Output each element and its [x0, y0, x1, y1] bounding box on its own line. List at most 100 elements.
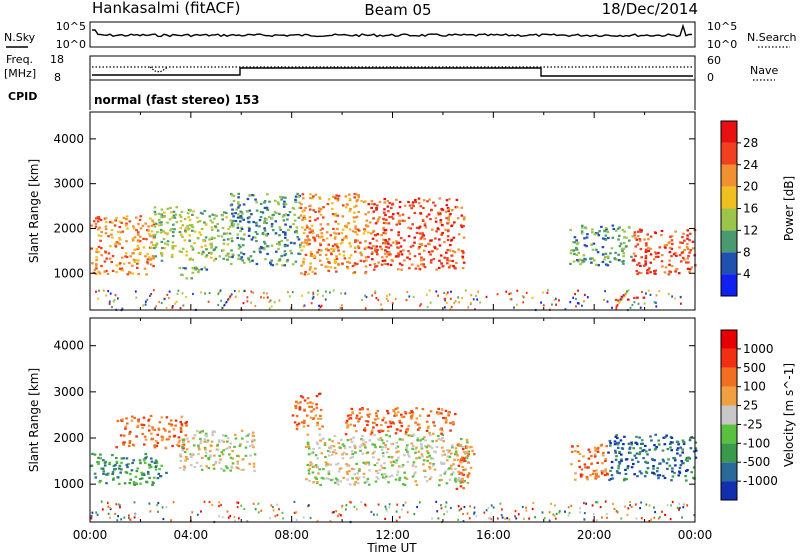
clutter-cell — [420, 303, 422, 306]
data-cell — [304, 253, 308, 256]
data-cell — [101, 467, 105, 470]
clutter-cell — [250, 301, 252, 304]
data-cell — [316, 424, 319, 427]
data-cell — [391, 241, 395, 244]
data-cell — [397, 411, 400, 414]
data-cell — [150, 246, 153, 249]
data-cell — [331, 440, 334, 443]
data-cell — [411, 410, 414, 413]
data-cell — [394, 432, 398, 435]
freq-strip-frame — [89, 55, 696, 81]
data-cell — [295, 400, 298, 403]
clutter-cell — [134, 513, 136, 516]
data-cell — [365, 461, 368, 464]
data-cell — [428, 454, 431, 457]
clutter-cell — [341, 506, 343, 509]
clutter-cell — [592, 512, 595, 516]
data-cell — [156, 231, 159, 234]
data-cell — [373, 234, 377, 237]
data-cell — [420, 453, 424, 456]
data-cell — [424, 475, 427, 479]
data-cell — [618, 450, 621, 454]
clutter-cell — [218, 501, 221, 504]
data-cell — [364, 462, 367, 465]
data-cell — [240, 211, 244, 214]
data-cell — [446, 257, 449, 260]
data-cell — [370, 200, 374, 203]
data-cell — [292, 222, 295, 226]
clutter-cell — [500, 514, 503, 517]
clutter-cell — [233, 289, 236, 293]
data-cell — [300, 249, 304, 252]
clutter-cell — [521, 295, 524, 298]
data-cell — [392, 409, 395, 412]
data-cell — [185, 250, 189, 253]
data-cell — [367, 483, 371, 486]
data-cell — [179, 430, 183, 433]
clutter-cell — [291, 291, 294, 294]
data-cell — [353, 192, 357, 196]
colorbar-segment — [721, 348, 737, 368]
data-cell — [275, 263, 279, 266]
data-cell — [598, 230, 601, 233]
clutter-cell — [514, 510, 517, 513]
data-cell — [178, 439, 181, 442]
data-cell — [180, 250, 184, 254]
data-cell — [135, 470, 139, 473]
data-cell — [94, 217, 98, 220]
data-cell — [358, 408, 362, 411]
data-cell — [450, 473, 454, 476]
data-cell — [282, 219, 286, 222]
data-cell — [184, 267, 187, 270]
data-cell — [343, 257, 347, 260]
data-cell — [121, 418, 124, 421]
data-cell — [389, 244, 393, 247]
clutter-cell — [270, 305, 273, 308]
clutter-cell — [654, 511, 656, 514]
data-cell — [649, 247, 652, 250]
data-cell — [635, 452, 639, 455]
data-cell — [232, 223, 236, 226]
data-cell — [200, 253, 204, 256]
data-cell — [155, 461, 159, 464]
data-cell — [240, 217, 244, 220]
data-cell — [190, 452, 194, 455]
data-cell — [675, 254, 678, 257]
data-cell — [239, 443, 242, 446]
data-cell — [174, 245, 177, 248]
data-cell — [442, 450, 445, 453]
data-cell — [136, 262, 139, 265]
data-cell — [627, 442, 631, 445]
data-cell — [424, 226, 428, 229]
data-cell — [132, 480, 136, 484]
data-cell — [189, 257, 192, 260]
data-cell — [263, 221, 266, 225]
data-cell — [144, 452, 147, 456]
data-cell — [299, 401, 302, 404]
clutter-cell — [331, 511, 334, 514]
data-cell — [453, 453, 457, 456]
clutter-cell — [679, 295, 682, 299]
data-cell — [350, 441, 354, 444]
data-cell — [183, 466, 187, 469]
data-cell — [417, 247, 421, 250]
data-cell — [354, 240, 357, 243]
data-cell — [601, 260, 605, 264]
data-cell — [449, 244, 452, 247]
data-cell — [142, 246, 146, 249]
data-cell — [574, 472, 577, 475]
clutter-cell — [501, 516, 504, 519]
data-cell — [593, 455, 597, 458]
data-cell — [390, 207, 393, 210]
data-cell — [322, 477, 325, 480]
clutter-cell — [466, 512, 469, 515]
data-cell — [112, 478, 115, 481]
data-cell — [454, 477, 457, 480]
data-cell — [426, 456, 429, 459]
data-cell — [353, 263, 357, 267]
data-cell — [670, 264, 674, 268]
data-cell — [606, 230, 609, 233]
clutter-cell — [114, 512, 117, 515]
data-cell — [293, 242, 296, 245]
data-cell — [247, 257, 250, 260]
